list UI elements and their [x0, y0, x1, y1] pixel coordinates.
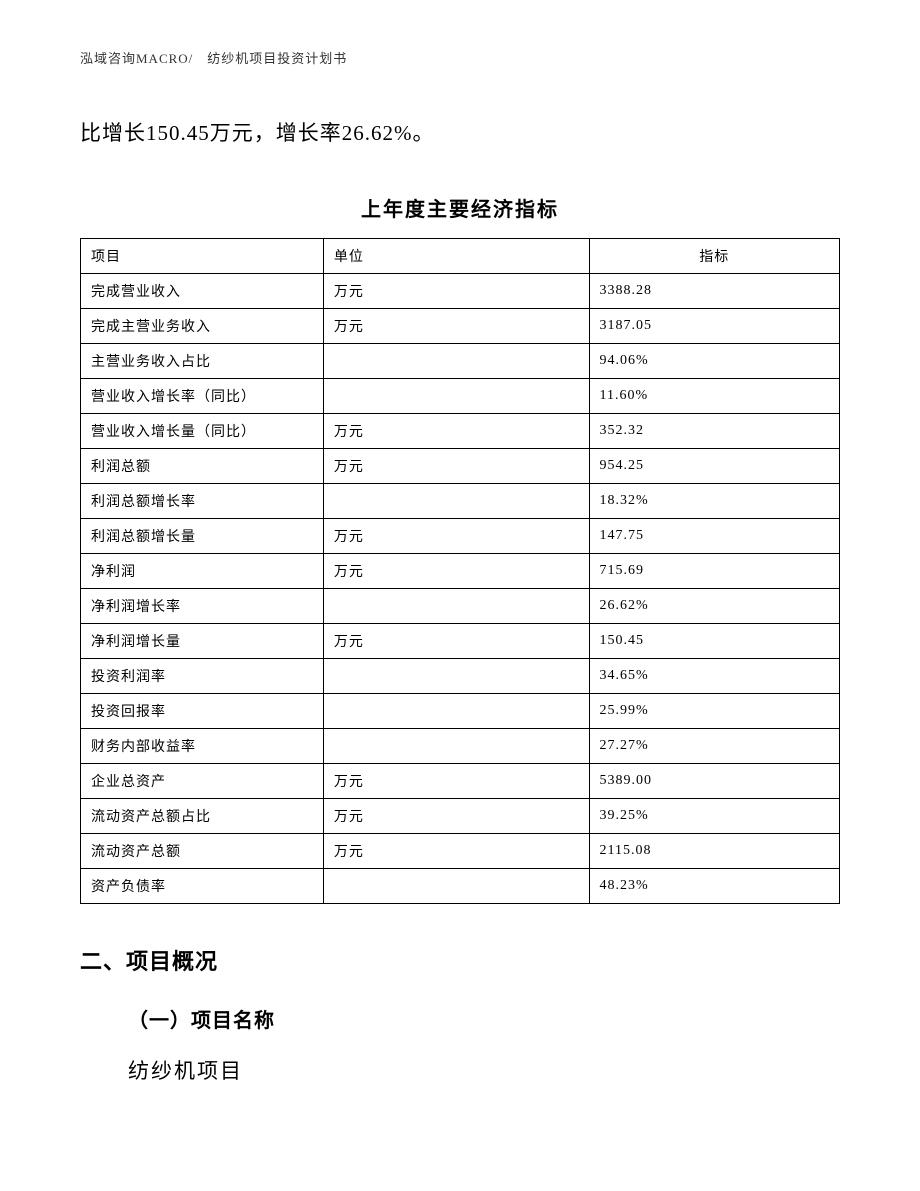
document-header: 泓域咨询MACRO/ 纺纱机项目投资计划书 [80, 48, 840, 67]
cell-unit [323, 869, 589, 904]
column-header-unit: 单位 [323, 239, 589, 274]
cell-item: 企业总资产 [81, 764, 324, 799]
table-row: 营业收入增长率（同比） 11.60% [81, 379, 840, 414]
cell-item: 完成营业收入 [81, 274, 324, 309]
cell-item: 利润总额 [81, 449, 324, 484]
table-row: 企业总资产 万元 5389.00 [81, 764, 840, 799]
cell-value: 26.62% [589, 589, 839, 624]
cell-item: 净利润 [81, 554, 324, 589]
table-row: 完成营业收入 万元 3388.28 [81, 274, 840, 309]
column-header-value: 指标 [589, 239, 839, 274]
subsection-heading: （一）项目名称 [128, 1004, 840, 1033]
cell-item: 利润总额增长量 [81, 519, 324, 554]
economic-indicators-table: 项目 单位 指标 完成营业收入 万元 3388.28 完成主营业务收入 万元 3… [80, 238, 840, 904]
table-row: 利润总额 万元 954.25 [81, 449, 840, 484]
cell-value: 352.32 [589, 414, 839, 449]
table-row: 投资回报率 25.99% [81, 694, 840, 729]
cell-unit [323, 484, 589, 519]
table-title: 上年度主要经济指标 [80, 193, 840, 222]
column-header-item: 项目 [81, 239, 324, 274]
cell-unit [323, 729, 589, 764]
table-row: 利润总额增长量 万元 147.75 [81, 519, 840, 554]
table-header-row: 项目 单位 指标 [81, 239, 840, 274]
cell-item: 资产负债率 [81, 869, 324, 904]
cell-item: 流动资产总额 [81, 834, 324, 869]
cell-value: 147.75 [589, 519, 839, 554]
cell-item: 营业收入增长率（同比） [81, 379, 324, 414]
cell-unit: 万元 [323, 449, 589, 484]
cell-value: 2115.08 [589, 834, 839, 869]
cell-unit: 万元 [323, 554, 589, 589]
cell-unit: 万元 [323, 834, 589, 869]
cell-unit: 万元 [323, 764, 589, 799]
cell-unit: 万元 [323, 309, 589, 344]
table-row: 净利润 万元 715.69 [81, 554, 840, 589]
table-row: 资产负债率 48.23% [81, 869, 840, 904]
cell-unit [323, 659, 589, 694]
cell-value: 25.99% [589, 694, 839, 729]
cell-item: 完成主营业务收入 [81, 309, 324, 344]
cell-value: 150.45 [589, 624, 839, 659]
cell-value: 11.60% [589, 379, 839, 414]
table-row: 营业收入增长量（同比） 万元 352.32 [81, 414, 840, 449]
cell-item: 营业收入增长量（同比） [81, 414, 324, 449]
table-row: 利润总额增长率 18.32% [81, 484, 840, 519]
section-heading: 二、项目概况 [80, 944, 840, 976]
cell-value: 3388.28 [589, 274, 839, 309]
cell-value: 48.23% [589, 869, 839, 904]
cell-item: 主营业务收入占比 [81, 344, 324, 379]
table-row: 完成主营业务收入 万元 3187.05 [81, 309, 840, 344]
cell-item: 财务内部收益率 [81, 729, 324, 764]
cell-item: 净利润增长量 [81, 624, 324, 659]
table-row: 流动资产总额 万元 2115.08 [81, 834, 840, 869]
cell-item: 流动资产总额占比 [81, 799, 324, 834]
cell-value: 27.27% [589, 729, 839, 764]
cell-value: 18.32% [589, 484, 839, 519]
cell-item: 投资利润率 [81, 659, 324, 694]
cell-unit [323, 344, 589, 379]
cell-unit: 万元 [323, 624, 589, 659]
cell-item: 投资回报率 [81, 694, 324, 729]
body-paragraph: 比增长150.45万元，增长率26.62%。 [80, 117, 840, 147]
project-name: 纺纱机项目 [128, 1055, 840, 1085]
table-row: 流动资产总额占比 万元 39.25% [81, 799, 840, 834]
table-row: 净利润增长率 26.62% [81, 589, 840, 624]
table-row: 主营业务收入占比 94.06% [81, 344, 840, 379]
cell-unit: 万元 [323, 274, 589, 309]
cell-value: 954.25 [589, 449, 839, 484]
cell-value: 39.25% [589, 799, 839, 834]
cell-unit [323, 379, 589, 414]
cell-value: 715.69 [589, 554, 839, 589]
cell-value: 94.06% [589, 344, 839, 379]
cell-value: 3187.05 [589, 309, 839, 344]
cell-item: 利润总额增长率 [81, 484, 324, 519]
cell-unit: 万元 [323, 519, 589, 554]
table-row: 财务内部收益率 27.27% [81, 729, 840, 764]
cell-item: 净利润增长率 [81, 589, 324, 624]
cell-unit [323, 694, 589, 729]
table-row: 投资利润率 34.65% [81, 659, 840, 694]
cell-value: 34.65% [589, 659, 839, 694]
table-row: 净利润增长量 万元 150.45 [81, 624, 840, 659]
cell-unit: 万元 [323, 799, 589, 834]
cell-unit [323, 589, 589, 624]
cell-value: 5389.00 [589, 764, 839, 799]
cell-unit: 万元 [323, 414, 589, 449]
